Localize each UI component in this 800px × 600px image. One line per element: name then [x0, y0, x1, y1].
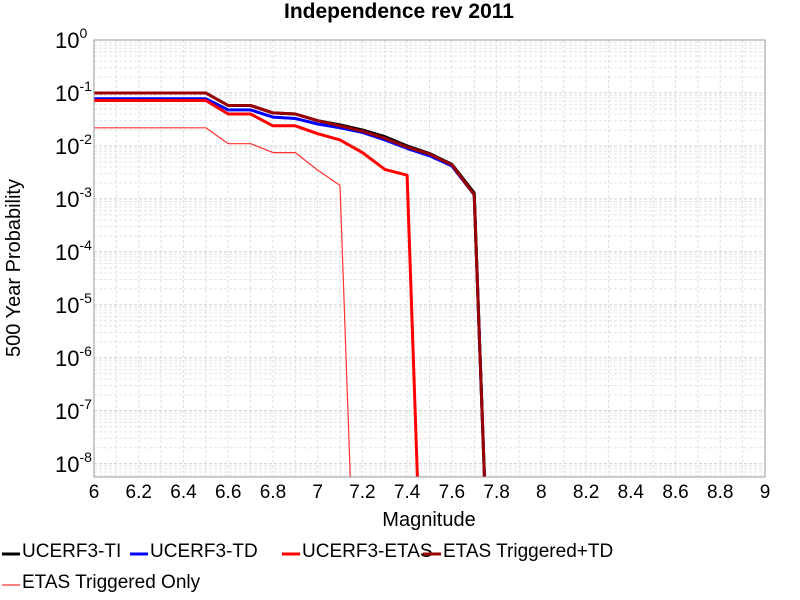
y-tick-exponent: -1 — [79, 78, 92, 94]
y-axis-label: 500 Year Probability — [3, 179, 25, 357]
x-tick-label: 7.6 — [439, 482, 465, 503]
y-tick-exponent: -4 — [79, 237, 92, 253]
x-tick-label: 6 — [89, 482, 100, 503]
legend-label: UCERF3-TD — [150, 541, 258, 562]
series-line — [94, 99, 419, 477]
x-tick-label: 6.8 — [260, 482, 286, 503]
y-tick-exponent: -8 — [79, 449, 92, 465]
legend-label: UCERF3-ETAS — [302, 541, 433, 562]
x-tick-label: 7.2 — [349, 482, 375, 503]
legend-label: ETAS Triggered+TD — [443, 541, 613, 562]
chart-title: Independence rev 2011 — [284, 0, 514, 23]
y-tick-exponent: 0 — [79, 25, 87, 41]
x-tick-label: 7 — [312, 482, 323, 503]
x-tick-label: 8 — [536, 482, 547, 503]
grid — [94, 40, 765, 477]
x-axis-label: Magnitude — [382, 509, 475, 531]
y-tick-labels: 100 10-1 10-2 10-3 10-4 10-5 10-6 10-7 10-8 — [55, 25, 92, 477]
plot-frame — [93, 39, 766, 478]
y-tick-exponent: -2 — [79, 131, 92, 147]
y-tick-exponent: -6 — [79, 343, 92, 359]
y-tick-label: 10-8 — [55, 449, 92, 477]
y-tick-label: 10-2 — [55, 131, 92, 159]
x-tick-label: 8.2 — [573, 482, 599, 503]
series-layer — [94, 91, 486, 477]
y-tick-label: 10-3 — [55, 184, 92, 212]
y-tick-exponent: -3 — [79, 184, 92, 200]
series-line — [94, 91, 486, 477]
legend: UCERF3-TI UCERF3-TD UCERF3-ETAS ETAS Trigge… — [2, 541, 613, 593]
x-tick-label: 9 — [760, 482, 771, 503]
x-tick-labels: 6 6.2 6.4 6.6 6.8 7 7.2 7.4 7.6 7.8 8 8.2 8.4 8.6 8.8 9 — [89, 482, 771, 503]
x-tick-label: 6.6 — [215, 482, 241, 503]
legend-label: ETAS Triggered Only — [22, 572, 201, 593]
y-tick-label: 10-4 — [55, 237, 92, 265]
y-tick-exponent: -7 — [79, 396, 92, 412]
y-tick-exponent: -5 — [79, 290, 92, 306]
y-tick-label: 100 — [55, 25, 87, 53]
x-tick-label: 7.4 — [394, 482, 421, 503]
x-tick-label: 8.6 — [662, 482, 688, 503]
x-tick-label: 6.4 — [170, 482, 197, 503]
x-tick-label: 6.2 — [126, 482, 152, 503]
y-tick-label: 10-5 — [55, 290, 92, 318]
y-tick-label: 10-1 — [55, 78, 92, 106]
x-tick-label: 7.8 — [483, 482, 509, 503]
legend-label: UCERF3-TI — [22, 541, 121, 562]
series-line — [94, 97, 486, 477]
y-tick-label: 10-6 — [55, 343, 92, 371]
y-tick-label: 10-7 — [55, 396, 92, 424]
series-line — [94, 127, 351, 477]
x-tick-label: 8.4 — [618, 482, 645, 503]
x-tick-label: 8.8 — [707, 482, 733, 503]
